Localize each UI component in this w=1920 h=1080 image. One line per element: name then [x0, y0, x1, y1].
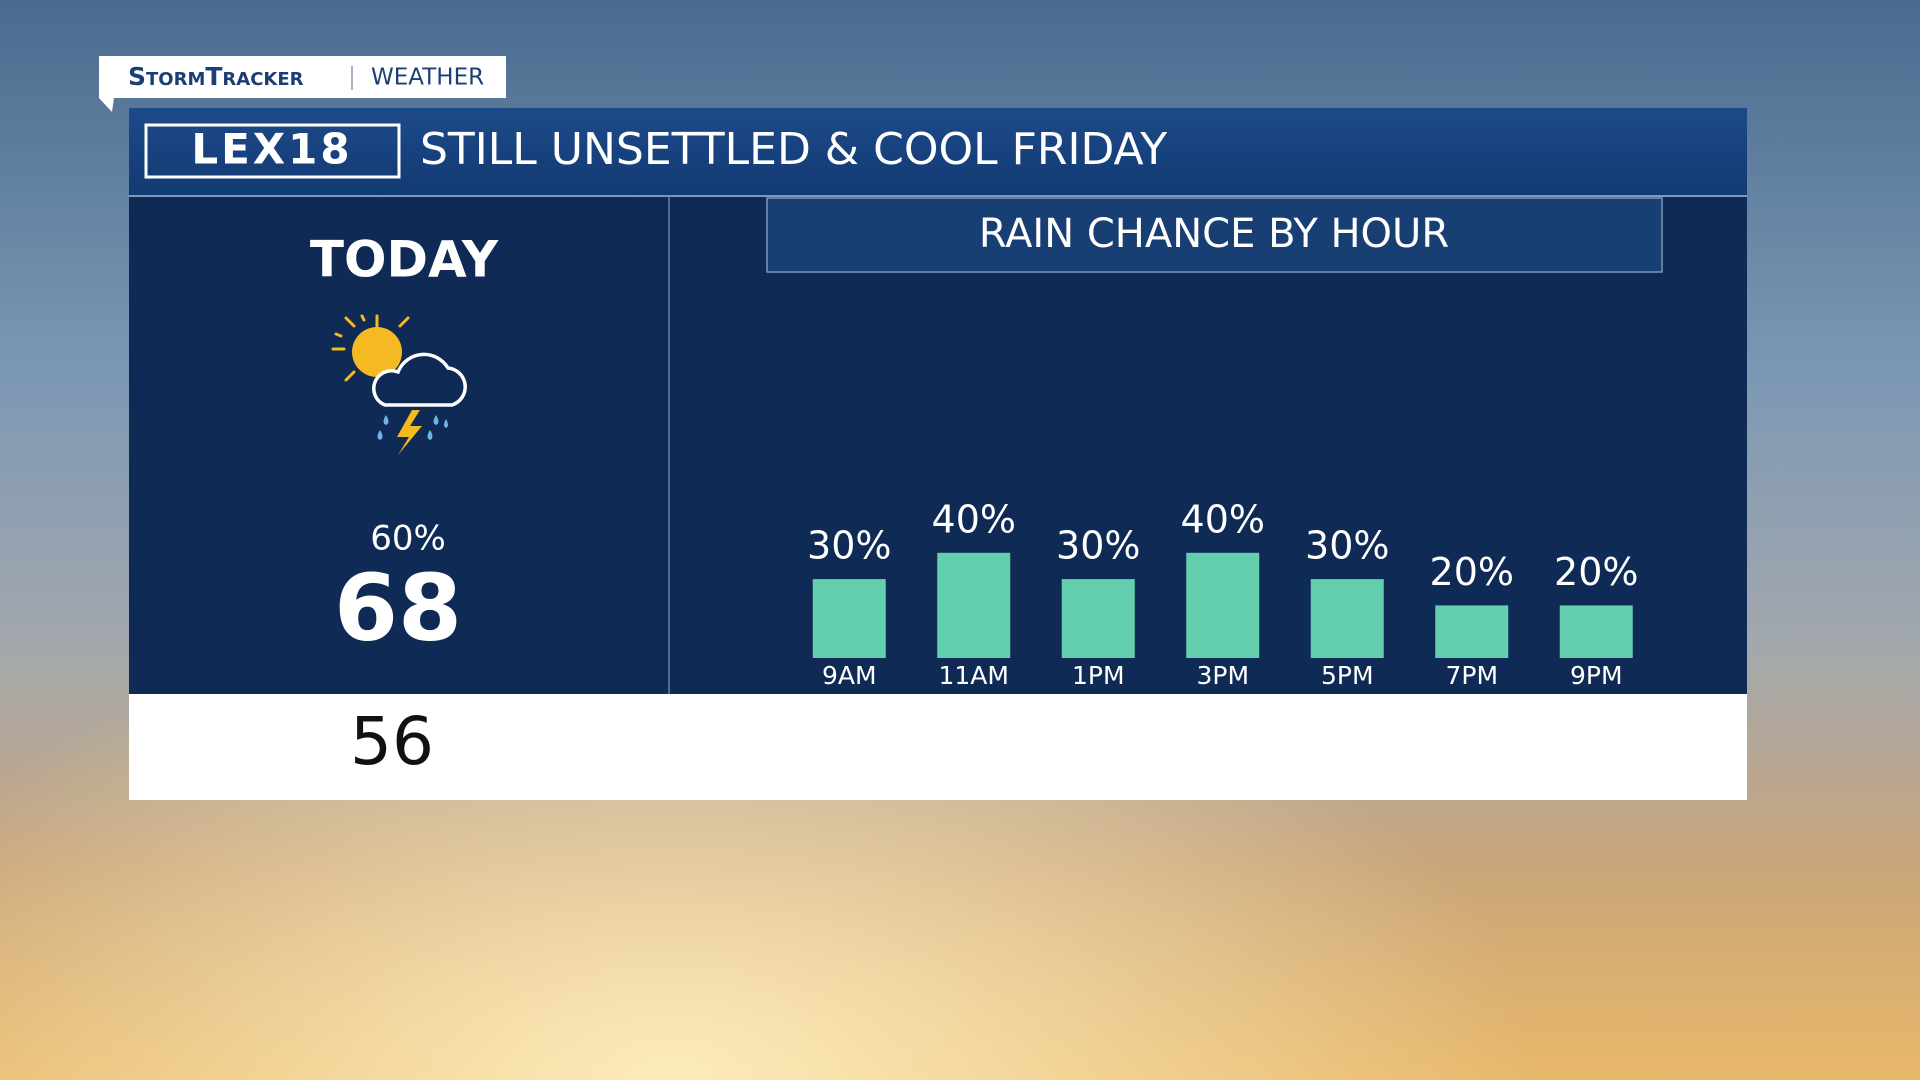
low-strip	[129, 694, 1747, 800]
x-tick-label: 11AM	[939, 661, 1009, 690]
x-tick-label: 9PM	[1570, 661, 1623, 690]
value-label: 30%	[1056, 524, 1140, 568]
bar	[1559, 605, 1633, 658]
x-tick-label: 3PM	[1196, 661, 1249, 690]
value-label: 20%	[1430, 550, 1514, 594]
logo: LEX18	[191, 125, 352, 174]
low-temp: 56	[350, 703, 434, 780]
bar	[1435, 605, 1509, 658]
chart-title: RAIN CHANCE BY HOUR	[979, 211, 1449, 257]
bar	[812, 579, 886, 658]
weather-icon	[331, 314, 467, 455]
brand-text: StormTracker	[128, 62, 304, 91]
logo-box	[144, 123, 401, 179]
bar	[1061, 579, 1135, 658]
bar	[1186, 552, 1260, 658]
day-label: TODAY	[310, 231, 499, 289]
value-label: 20%	[1554, 550, 1638, 594]
header-title: STILL UNSETTLED & COOL FRIDAY	[420, 124, 1167, 175]
value-label: 40%	[932, 497, 1016, 541]
x-tick-label: 1PM	[1072, 661, 1125, 690]
value-label: 30%	[807, 524, 891, 568]
brand-tab	[99, 56, 506, 112]
bar	[937, 552, 1011, 658]
value-label: 30%	[1305, 524, 1389, 568]
x-tick-label: 7PM	[1445, 661, 1498, 690]
x-tick-label: 9AM	[822, 661, 877, 690]
value-label: 40%	[1181, 497, 1265, 541]
section-text: WEATHER	[371, 65, 484, 91]
bar	[1310, 579, 1384, 658]
x-tick-label: 5PM	[1321, 661, 1374, 690]
precip-chance: 60%	[370, 519, 446, 559]
chart-title-box	[766, 197, 1663, 273]
high-temp: 68	[334, 554, 462, 661]
